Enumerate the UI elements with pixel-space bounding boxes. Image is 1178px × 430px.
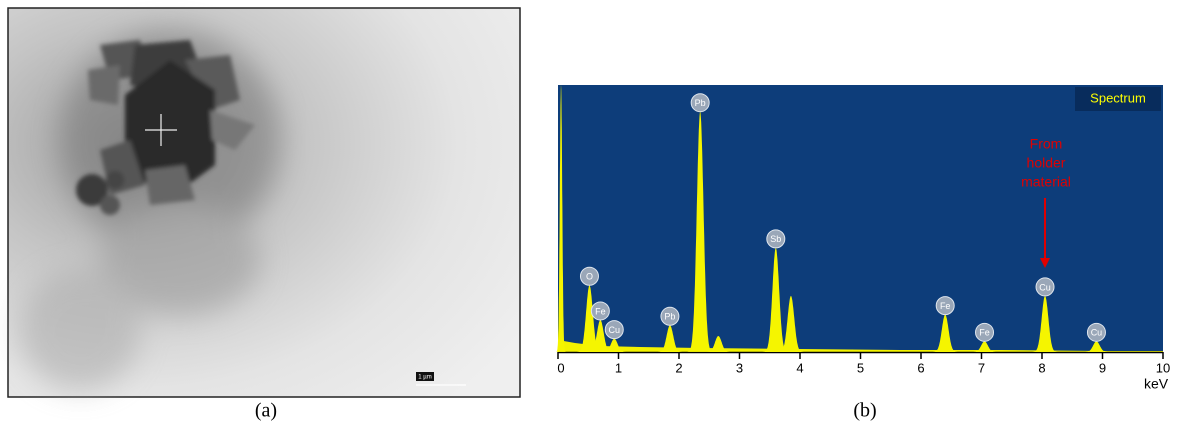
peak-label: Fe — [595, 306, 606, 316]
peak-label: Pb — [664, 312, 675, 322]
x-tick-label: 3 — [736, 360, 743, 375]
x-tick-label: 10 — [1156, 360, 1170, 375]
page: 1 µm (a) Spectrum (b) OFeCuPbPbSbFeFeCuC… — [0, 0, 1178, 430]
peak-label: Cu — [1091, 328, 1103, 338]
annotation: holder — [1027, 155, 1066, 171]
peak-label: Fe — [979, 328, 990, 338]
peak-label: Cu — [1039, 282, 1051, 292]
annotation: material — [1021, 174, 1071, 190]
tem-image: 1 µm — [8, 8, 520, 397]
x-tick-label: 8 — [1038, 360, 1045, 375]
peak-label: Pb — [695, 98, 706, 108]
peak-label: Cu — [609, 325, 621, 335]
plot-area — [558, 85, 1163, 352]
x-tick-label: 9 — [1099, 360, 1106, 375]
peak-label: Sb — [770, 234, 781, 244]
x-tick-label: 6 — [917, 360, 924, 375]
x-tick-label: 2 — [675, 360, 682, 375]
peak-label: Fe — [940, 301, 951, 311]
caption: (a) — [255, 400, 277, 422]
scale-bar-label: 1 µm — [418, 375, 431, 381]
annotation: From — [1030, 136, 1063, 152]
x-axis-label: keV — [1144, 376, 1169, 392]
x-tick-label: 1 — [615, 360, 622, 375]
legend-label: Spectrum — [1090, 90, 1146, 105]
caption: (b) — [853, 400, 876, 422]
figure: 1 µm (a) Spectrum (b) OFeCuPbPbSbFeFeCuC… — [0, 0, 1178, 430]
x-tick-label: 7 — [978, 360, 985, 375]
x-tick-label: 5 — [857, 360, 864, 375]
x-tick-label: 0 — [557, 360, 564, 375]
peak-label: O — [586, 272, 593, 282]
x-tick-label: 4 — [796, 360, 803, 375]
spectrum-chart: Spectrum — [558, 85, 1163, 395]
